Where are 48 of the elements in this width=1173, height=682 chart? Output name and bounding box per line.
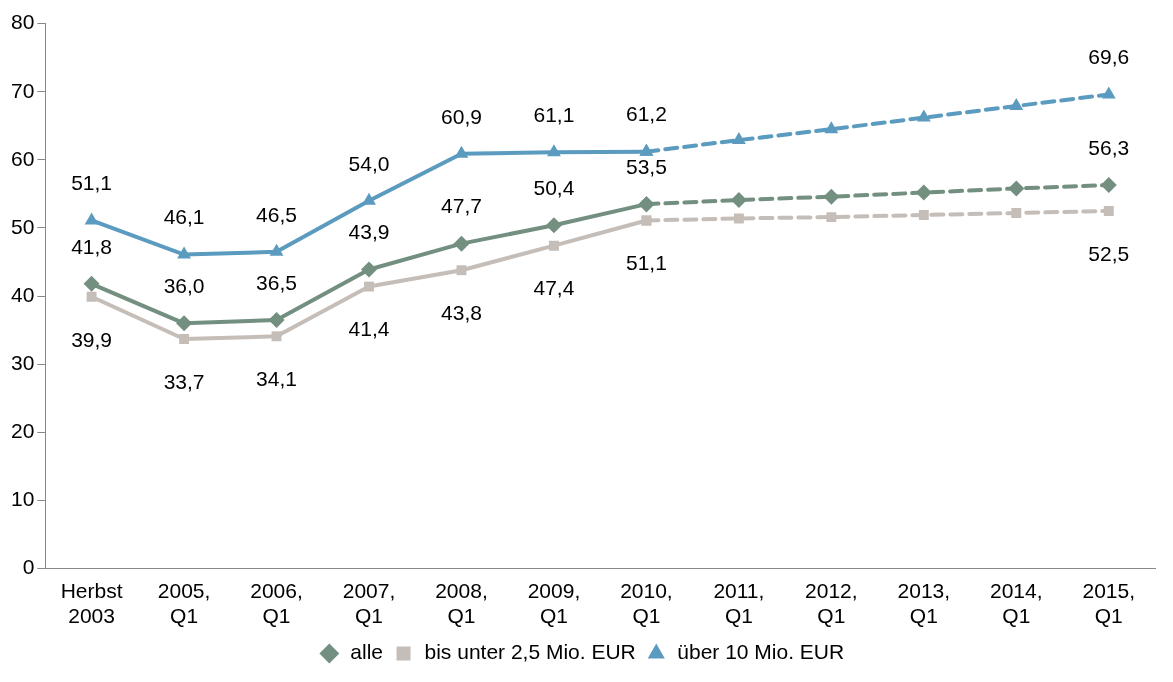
data-label: 54,0: [348, 151, 390, 175]
y-tick-label: 10: [11, 487, 35, 511]
data-label: 46,1: [163, 205, 205, 229]
data-label: 43,8: [441, 301, 482, 325]
data-label: 41,8: [71, 234, 113, 258]
x-tick-label: 2005, Q1: [157, 579, 211, 628]
data-label: 47,7: [441, 194, 482, 218]
x-tick-label: 2009, Q1: [527, 579, 581, 628]
legend-label: bis unter 2,5 Mio. EUR: [424, 640, 636, 664]
x-tick-label: 2010, Q1: [620, 579, 673, 628]
x-tick-label: 2008, Q1: [435, 579, 488, 628]
x-tick-label: 2013, Q1: [897, 579, 951, 628]
y-tick-label: 70: [11, 78, 35, 102]
legend-label: alle: [350, 640, 384, 664]
x-tick-label: 2015, Q1: [1082, 579, 1136, 628]
data-label: 69,6: [1088, 45, 1130, 69]
legend-label: über 10 Mio. EUR: [677, 640, 845, 664]
data-label: 61,1: [533, 103, 575, 127]
data-label: 47,4: [533, 276, 575, 300]
data-label: 56,3: [1088, 135, 1130, 159]
x-tick-label: 2012, Q1: [805, 579, 858, 628]
data-label: 51,1: [625, 251, 667, 275]
y-tick-label: 40: [11, 282, 35, 306]
data-label: 50,4: [533, 176, 575, 200]
data-label: 34,1: [256, 367, 297, 391]
data-label: 39,9: [71, 327, 113, 351]
data-label: 46,5: [256, 202, 297, 226]
y-tick-label: 20: [11, 419, 35, 443]
data-label: 41,4: [348, 317, 390, 341]
x-tick-label: 2014, Q1: [990, 579, 1043, 628]
data-label: 52,5: [1088, 241, 1130, 265]
data-label: 36,5: [256, 270, 297, 294]
data-label: 51,1: [71, 171, 113, 195]
y-tick-label: 50: [11, 214, 35, 238]
data-label: 61,2: [625, 102, 667, 126]
data-label: 60,9: [441, 104, 482, 128]
y-tick-label: 60: [11, 146, 35, 170]
y-tick-label: 30: [11, 351, 35, 375]
x-tick-label: 2011, Q1: [713, 579, 765, 628]
data-label: 36,0: [163, 274, 205, 298]
y-tick-label: 80: [11, 10, 35, 34]
x-tick-label: 2007, Q1: [342, 579, 396, 628]
x-tick-label: 2006, Q1: [250, 579, 303, 628]
data-label: 33,7: [163, 369, 205, 393]
data-label: 43,9: [348, 220, 390, 244]
data-label: 53,5: [625, 154, 667, 178]
y-tick-label: 0: [22, 555, 35, 579]
x-tick-label: Herbst 2003: [60, 579, 123, 628]
